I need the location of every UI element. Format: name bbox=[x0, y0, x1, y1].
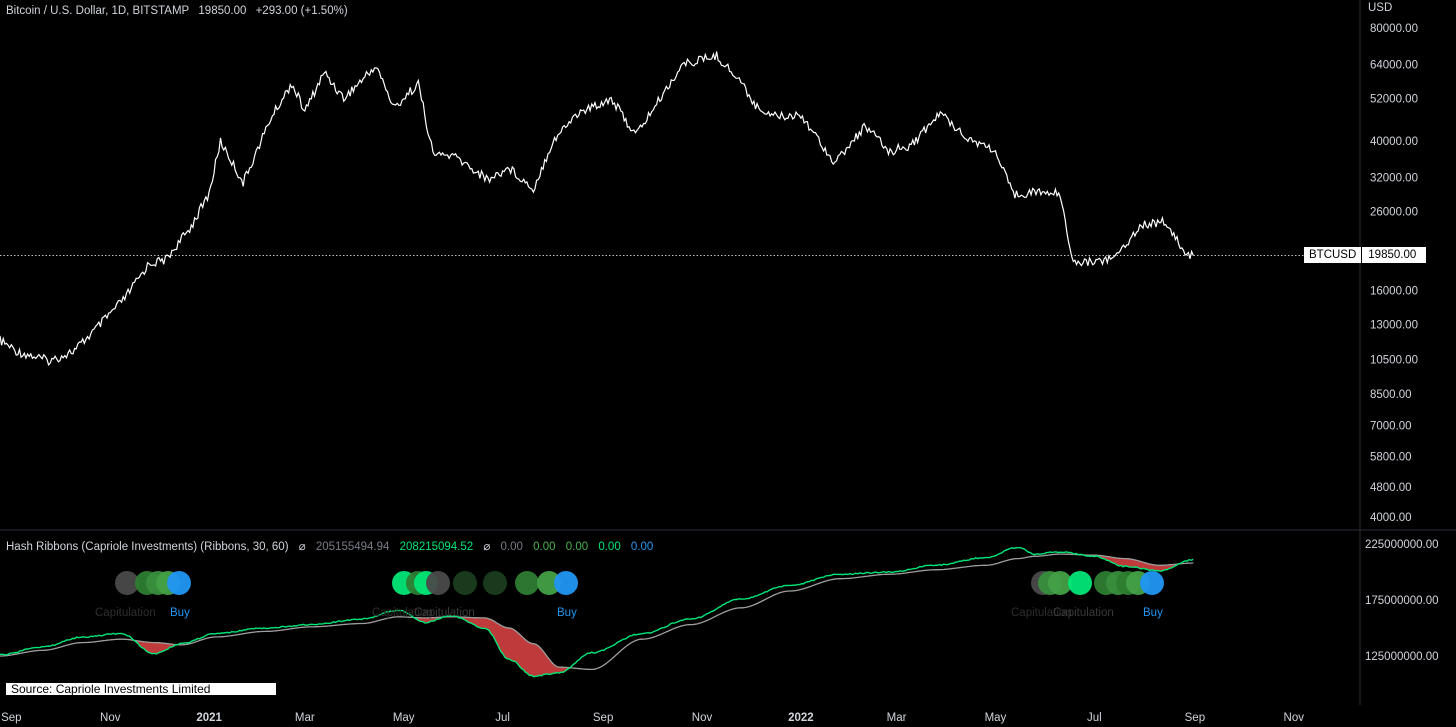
indicator-title[interactable]: Hash Ribbons (Capriole Investments) (Rib… bbox=[6, 541, 289, 553]
time-tick-label: May bbox=[985, 712, 1007, 724]
fast-hash-ma-line bbox=[0, 546, 1194, 678]
signal-circle bbox=[1048, 571, 1072, 595]
buy-label: Buy bbox=[1143, 607, 1163, 619]
price-tick-label: 16000.00 bbox=[1370, 286, 1418, 298]
price-tick-label: 64000.00 bbox=[1370, 59, 1418, 71]
signal-group bbox=[392, 571, 578, 595]
signal-circle bbox=[1140, 571, 1164, 595]
indicator-value-slow: 205155494.94 bbox=[315, 541, 390, 553]
last-price-tag: BTCUSD 19850.00 bbox=[1304, 247, 1426, 263]
buy-label: Buy bbox=[170, 607, 190, 619]
signal-circle bbox=[483, 571, 507, 595]
last-price: 19850.00 bbox=[198, 5, 247, 17]
signal-group bbox=[115, 571, 191, 595]
time-axis[interactable]: Sep Nov 2021 Mar May Jul Sep Nov 2022 Mar May Jul Se… bbox=[1, 712, 1304, 724]
time-tick-label: Nov bbox=[100, 712, 121, 724]
signal-circle bbox=[426, 571, 450, 595]
capitulation-area bbox=[458, 617, 570, 677]
null-icon: ⌀ bbox=[483, 541, 491, 553]
time-tick-label: 2022 bbox=[788, 712, 814, 724]
price-change: +293.00 (+1.50%) bbox=[255, 5, 348, 17]
slow-hash-ma-line bbox=[0, 553, 1194, 671]
time-tick-label: Jul bbox=[495, 712, 510, 724]
price-tick-label: 10500.00 bbox=[1370, 354, 1418, 366]
price-tick-label: 7000.00 bbox=[1370, 421, 1412, 433]
symbol-header: Bitcoin / U.S. Dollar, 1D, BITSTAMP 1985… bbox=[6, 5, 354, 17]
price-tick-label: 4000.00 bbox=[1370, 512, 1412, 524]
capitulation-area bbox=[1082, 554, 1178, 571]
signal-circle bbox=[167, 571, 191, 595]
signal-circle bbox=[537, 571, 561, 595]
capitulation-label: Capitulation bbox=[95, 607, 156, 619]
time-tick-label: 2021 bbox=[196, 712, 222, 724]
ticker-value: 19850.00 bbox=[1368, 249, 1417, 261]
null-icon: ⌀ bbox=[298, 541, 306, 553]
btcusd-price-line bbox=[0, 51, 1194, 367]
currency-label: USD bbox=[1368, 2, 1393, 14]
indicator-value-3: 0.00 bbox=[500, 541, 523, 553]
time-tick-label: Sep bbox=[593, 712, 613, 724]
time-tick-label: Mar bbox=[887, 712, 907, 724]
price-tick-label: 80000.00 bbox=[1370, 23, 1418, 35]
price-tick-label: 8500.00 bbox=[1370, 389, 1412, 401]
time-tick-label: Nov bbox=[1284, 712, 1305, 724]
price-tick-label: 4800.00 bbox=[1370, 482, 1412, 494]
indicator-axis[interactable]: 225000000.00 175000000.00 125000000.00 bbox=[1365, 539, 1439, 663]
capitulation-label-overlay: Capitulation bbox=[1053, 607, 1114, 619]
signal-circle bbox=[1068, 571, 1092, 595]
signal-circle bbox=[453, 571, 477, 595]
price-tick-label: 40000.00 bbox=[1370, 136, 1418, 148]
ticker-symbol: BTCUSD bbox=[1304, 247, 1363, 263]
indicator-value-5: 0.00 bbox=[565, 541, 589, 553]
time-tick-label: Sep bbox=[1, 712, 21, 724]
price-tick-label: 32000.00 bbox=[1370, 173, 1418, 185]
hash-ribbon-series bbox=[0, 546, 1194, 678]
price-tick-label: 52000.00 bbox=[1370, 93, 1418, 105]
capitulation-label: Capitulation bbox=[372, 607, 433, 619]
indicator-value-7: 0.00 bbox=[630, 541, 654, 553]
symbol-title: Bitcoin / U.S. Dollar, 1D, BITSTAMP bbox=[6, 5, 190, 17]
indicator-header[interactable]: Hash Ribbons (Capriole Investments) (Rib… bbox=[6, 539, 660, 553]
signal-circle bbox=[115, 571, 139, 595]
indicator-tick-label: 225000000.00 bbox=[1365, 539, 1439, 551]
price-tick-label: 13000.00 bbox=[1370, 320, 1418, 332]
price-tick-label: 26000.00 bbox=[1370, 206, 1418, 218]
price-axis[interactable]: 80000.00 64000.00 52000.00 40000.00 32000.00… bbox=[1370, 23, 1418, 524]
signal-group bbox=[1031, 571, 1164, 595]
time-tick-label: May bbox=[393, 712, 415, 724]
signal-circle bbox=[554, 571, 578, 595]
capitulation-label-overlay: Capitulation bbox=[414, 607, 475, 619]
time-tick-label: Jul bbox=[1087, 712, 1102, 724]
price-series bbox=[0, 51, 1194, 367]
indicator-tick-label: 175000000.00 bbox=[1365, 595, 1439, 607]
indicator-value-6: 0.00 bbox=[598, 541, 621, 553]
buy-label: Buy bbox=[557, 607, 577, 619]
indicator-value-4: 0.00 bbox=[533, 541, 556, 553]
signal-circle bbox=[515, 571, 539, 595]
signal-circles bbox=[115, 571, 1164, 595]
indicator-tick-label: 125000000.00 bbox=[1365, 651, 1439, 663]
time-tick-label: Sep bbox=[1185, 712, 1205, 724]
price-tick-label: 5800.00 bbox=[1370, 451, 1412, 463]
source-note: Source: Capriole Investments Limited bbox=[6, 683, 276, 695]
time-tick-label: Nov bbox=[692, 712, 713, 724]
time-tick-label: Mar bbox=[295, 712, 315, 724]
capitulation-label: Capitulation bbox=[1011, 607, 1072, 619]
indicator-value-fast: 208215094.52 bbox=[399, 541, 474, 553]
